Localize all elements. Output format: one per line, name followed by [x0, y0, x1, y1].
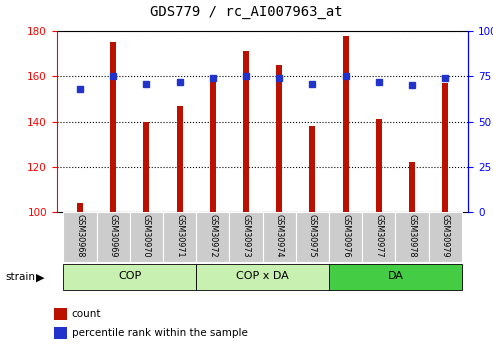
Text: count: count	[72, 309, 102, 319]
Bar	[97, 212, 130, 262]
Text: GSM30979: GSM30979	[441, 214, 450, 257]
Text: GSM30977: GSM30977	[374, 214, 383, 257]
Text: GSM30975: GSM30975	[308, 214, 317, 257]
Text: strain: strain	[6, 272, 36, 282]
Bar	[362, 212, 395, 262]
Bar	[329, 264, 462, 290]
Bar	[54, 308, 67, 320]
Bar	[395, 212, 428, 262]
Bar	[110, 42, 116, 212]
Text: COP: COP	[118, 271, 141, 281]
Bar	[409, 162, 415, 212]
Bar	[329, 212, 362, 262]
Text: GSM30974: GSM30974	[275, 214, 283, 257]
Text: GSM30978: GSM30978	[407, 214, 417, 257]
Bar	[77, 203, 83, 212]
Text: GSM30970: GSM30970	[142, 214, 151, 257]
Bar	[63, 264, 196, 290]
Text: GSM30973: GSM30973	[242, 214, 250, 257]
Bar	[196, 212, 229, 262]
Bar	[376, 119, 382, 212]
Text: COP x DA: COP x DA	[236, 271, 289, 281]
Bar	[54, 327, 67, 339]
Bar	[428, 212, 462, 262]
Bar	[210, 81, 216, 212]
Text: GSM30971: GSM30971	[175, 214, 184, 257]
Text: GSM30969: GSM30969	[108, 214, 118, 257]
Text: GSM30968: GSM30968	[75, 214, 84, 257]
Bar	[196, 264, 329, 290]
Bar	[63, 212, 97, 262]
Bar	[309, 126, 316, 212]
Text: ▶: ▶	[36, 273, 44, 283]
Text: percentile rank within the sample: percentile rank within the sample	[72, 328, 248, 338]
Bar	[263, 212, 296, 262]
Text: DA: DA	[387, 271, 403, 281]
Bar	[296, 212, 329, 262]
Bar	[130, 212, 163, 262]
Text: GDS779 / rc_AI007963_at: GDS779 / rc_AI007963_at	[150, 5, 343, 19]
Bar	[243, 51, 249, 212]
Bar	[176, 106, 182, 212]
Bar	[343, 36, 349, 212]
Bar	[143, 122, 149, 212]
Bar	[229, 212, 263, 262]
Bar	[442, 83, 448, 212]
Text: GSM30972: GSM30972	[208, 214, 217, 257]
Bar	[163, 212, 196, 262]
Bar	[276, 65, 282, 212]
Text: GSM30976: GSM30976	[341, 214, 350, 257]
